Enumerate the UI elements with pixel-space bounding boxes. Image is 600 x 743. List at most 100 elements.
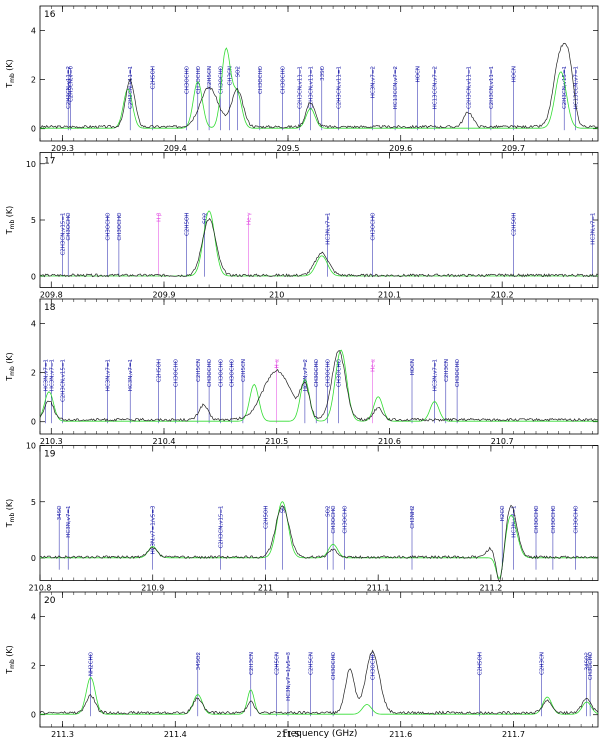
- y-tick-label: 10: [26, 442, 36, 451]
- transition-label: C2H5OH: [511, 213, 517, 236]
- transition-label: CH3OCHO: [173, 358, 179, 387]
- y-tick-label: 10: [26, 160, 36, 169]
- transition-label: 33SO: [320, 65, 326, 80]
- x-tick-label: 209.5: [277, 144, 300, 153]
- y-tick-label: 5: [31, 216, 36, 225]
- model-spectrum: [40, 677, 599, 715]
- transition-label: CH3OCHO: [455, 358, 461, 387]
- x-tick-label: 211.4: [164, 730, 187, 739]
- panel-number: 19: [44, 450, 56, 460]
- transition-label: C2H3CN,v11=1: [309, 66, 315, 109]
- transition-label: SO2: [235, 66, 241, 77]
- panel-number: 17: [44, 157, 55, 167]
- transition-label: He α: [371, 359, 377, 372]
- transition-label: 34SO: [57, 505, 63, 520]
- transition-label: CH3CN: [227, 66, 233, 85]
- transition-label: C2H3CN,v15=1: [218, 506, 224, 549]
- transition-label: C2H3CN,v11=1: [128, 66, 134, 109]
- transition-label: CH3NH2: [410, 506, 416, 529]
- transition-label: SO2: [203, 213, 209, 224]
- transition-label: HC3N,v7=2: [303, 359, 309, 391]
- transition-label: HC3N,v7=1: [433, 359, 439, 391]
- transition-label: CH3OCHO: [325, 358, 331, 387]
- transition-label: C2H3CN,v11=1: [297, 66, 303, 109]
- transition-label: CH3OCHO: [551, 505, 557, 534]
- x-tick-label: 210.5: [265, 437, 288, 446]
- y-axis-label: Tmb (K): [5, 645, 16, 675]
- transition-label: HOCN: [511, 66, 517, 82]
- observed-spectrum: [39, 42, 599, 129]
- observed-spectrum: [39, 649, 599, 715]
- y-tick-label: 4: [31, 320, 36, 329]
- transition-label: C2H5CN: [241, 359, 247, 382]
- x-tick-label: 210.4: [153, 437, 176, 446]
- transition-label: C2H5OH: [156, 359, 162, 382]
- x-tick-label: 210: [269, 291, 284, 300]
- transition-label: C2H5CN: [309, 652, 315, 675]
- transition-label: HC13CCN,v7=1: [573, 66, 579, 109]
- x-tick-label: 209.3: [51, 144, 74, 153]
- panel-frame: [39, 591, 599, 728]
- transition-label: He γ: [247, 212, 253, 225]
- transition-label: CH3OCHO: [331, 651, 337, 680]
- transition-label: CH3OCHO: [185, 65, 191, 94]
- model-spectrum: [40, 47, 598, 129]
- transition-label: CH3OCHO: [371, 212, 377, 241]
- x-axis-label: Frequency (GHz): [283, 729, 358, 739]
- transition-label: CH3OCHO: [371, 651, 377, 680]
- transition-label: CH3OCHO: [331, 505, 337, 534]
- x-tick-label: 211.5: [277, 730, 300, 739]
- transition-label: H α: [275, 359, 281, 369]
- transition-label: CH3OCHO: [230, 358, 236, 387]
- observed-spectrum: [39, 504, 599, 583]
- transition-label: 34SO2: [585, 652, 591, 670]
- y-tick-label: 0: [31, 554, 36, 563]
- transition-label: CH3OCHO: [342, 505, 348, 534]
- transition-label: H β: [156, 212, 162, 222]
- x-tick-label: 211.6: [389, 730, 412, 739]
- transition-label: HC3N,v7=1: [590, 213, 596, 245]
- panel-frame: [39, 445, 599, 581]
- transition-label: C2H3CN: [444, 359, 450, 382]
- transition-label: SO2: [325, 506, 331, 517]
- y-tick-label: 0: [31, 711, 36, 720]
- transition-label: HC3N,v7=1: [49, 359, 55, 391]
- transition-label: CH3OCHO: [534, 505, 540, 534]
- y-tick-label: 4: [31, 27, 36, 36]
- observed-spectrum: [39, 350, 599, 422]
- transition-label: C2H5CN: [207, 66, 213, 89]
- transition-label: C2H3CN,v11=2: [66, 66, 72, 109]
- panels-group: 16 Tmb (K) 209.3 209.4 209.5 209.6 209.7 0 2 4 C2H…: [5, 5, 599, 739]
- y-axis-label: Tmb (K): [5, 352, 16, 382]
- transition-label: C2H3CN: [249, 652, 255, 675]
- transition-label: C2H3CN,v11=1: [466, 66, 472, 109]
- x-tick-label: 210.6: [378, 437, 401, 446]
- model-spectrum: [40, 210, 598, 277]
- transition-label: HC13CCN,v7=2: [433, 66, 439, 109]
- transition-label: CH3OCHO: [106, 212, 112, 241]
- panel-17: 17 Tmb (K) 209.8 209.9 210 210.1 210.2 0 5 10 C2H3…: [5, 152, 599, 300]
- y-axis-label: Tmb (K): [5, 206, 16, 236]
- transition-label: CH3OCHO: [280, 65, 286, 94]
- transition-label: HOCN: [416, 66, 422, 82]
- y-tick-label: 2: [31, 662, 36, 671]
- panel-18: 18 Tmb (K) 210.3 210.4 210.5 210.6 210.7 0 2 4 HC3…: [5, 298, 599, 446]
- transition-label: NH2CHO: [89, 651, 95, 676]
- transition-label: CH3OCHO: [573, 505, 579, 534]
- y-tick-label: 4: [31, 613, 36, 622]
- x-tick-label: 210.8: [29, 584, 52, 593]
- y-axis-label: Tmb (K): [5, 59, 16, 89]
- transition-label: C2H3CN,v15=1: [61, 213, 67, 256]
- x-tick-label: 209.4: [164, 144, 187, 153]
- x-tick-label: 211: [258, 584, 273, 593]
- transition-label: HC13CCN,v7=2: [393, 66, 399, 109]
- transition-label: C2H5CN: [196, 359, 202, 382]
- transition-label: 34SO2: [196, 652, 202, 670]
- transition-label: C2H3CN,v15=1: [61, 359, 67, 402]
- x-tick-label: 210.7: [491, 437, 514, 446]
- transition-label: CH3OCHO: [314, 358, 320, 387]
- y-tick-label: 5: [31, 498, 36, 507]
- transition-label: HC3N,v7=1: [128, 359, 134, 391]
- y-tick-label: 2: [31, 369, 36, 378]
